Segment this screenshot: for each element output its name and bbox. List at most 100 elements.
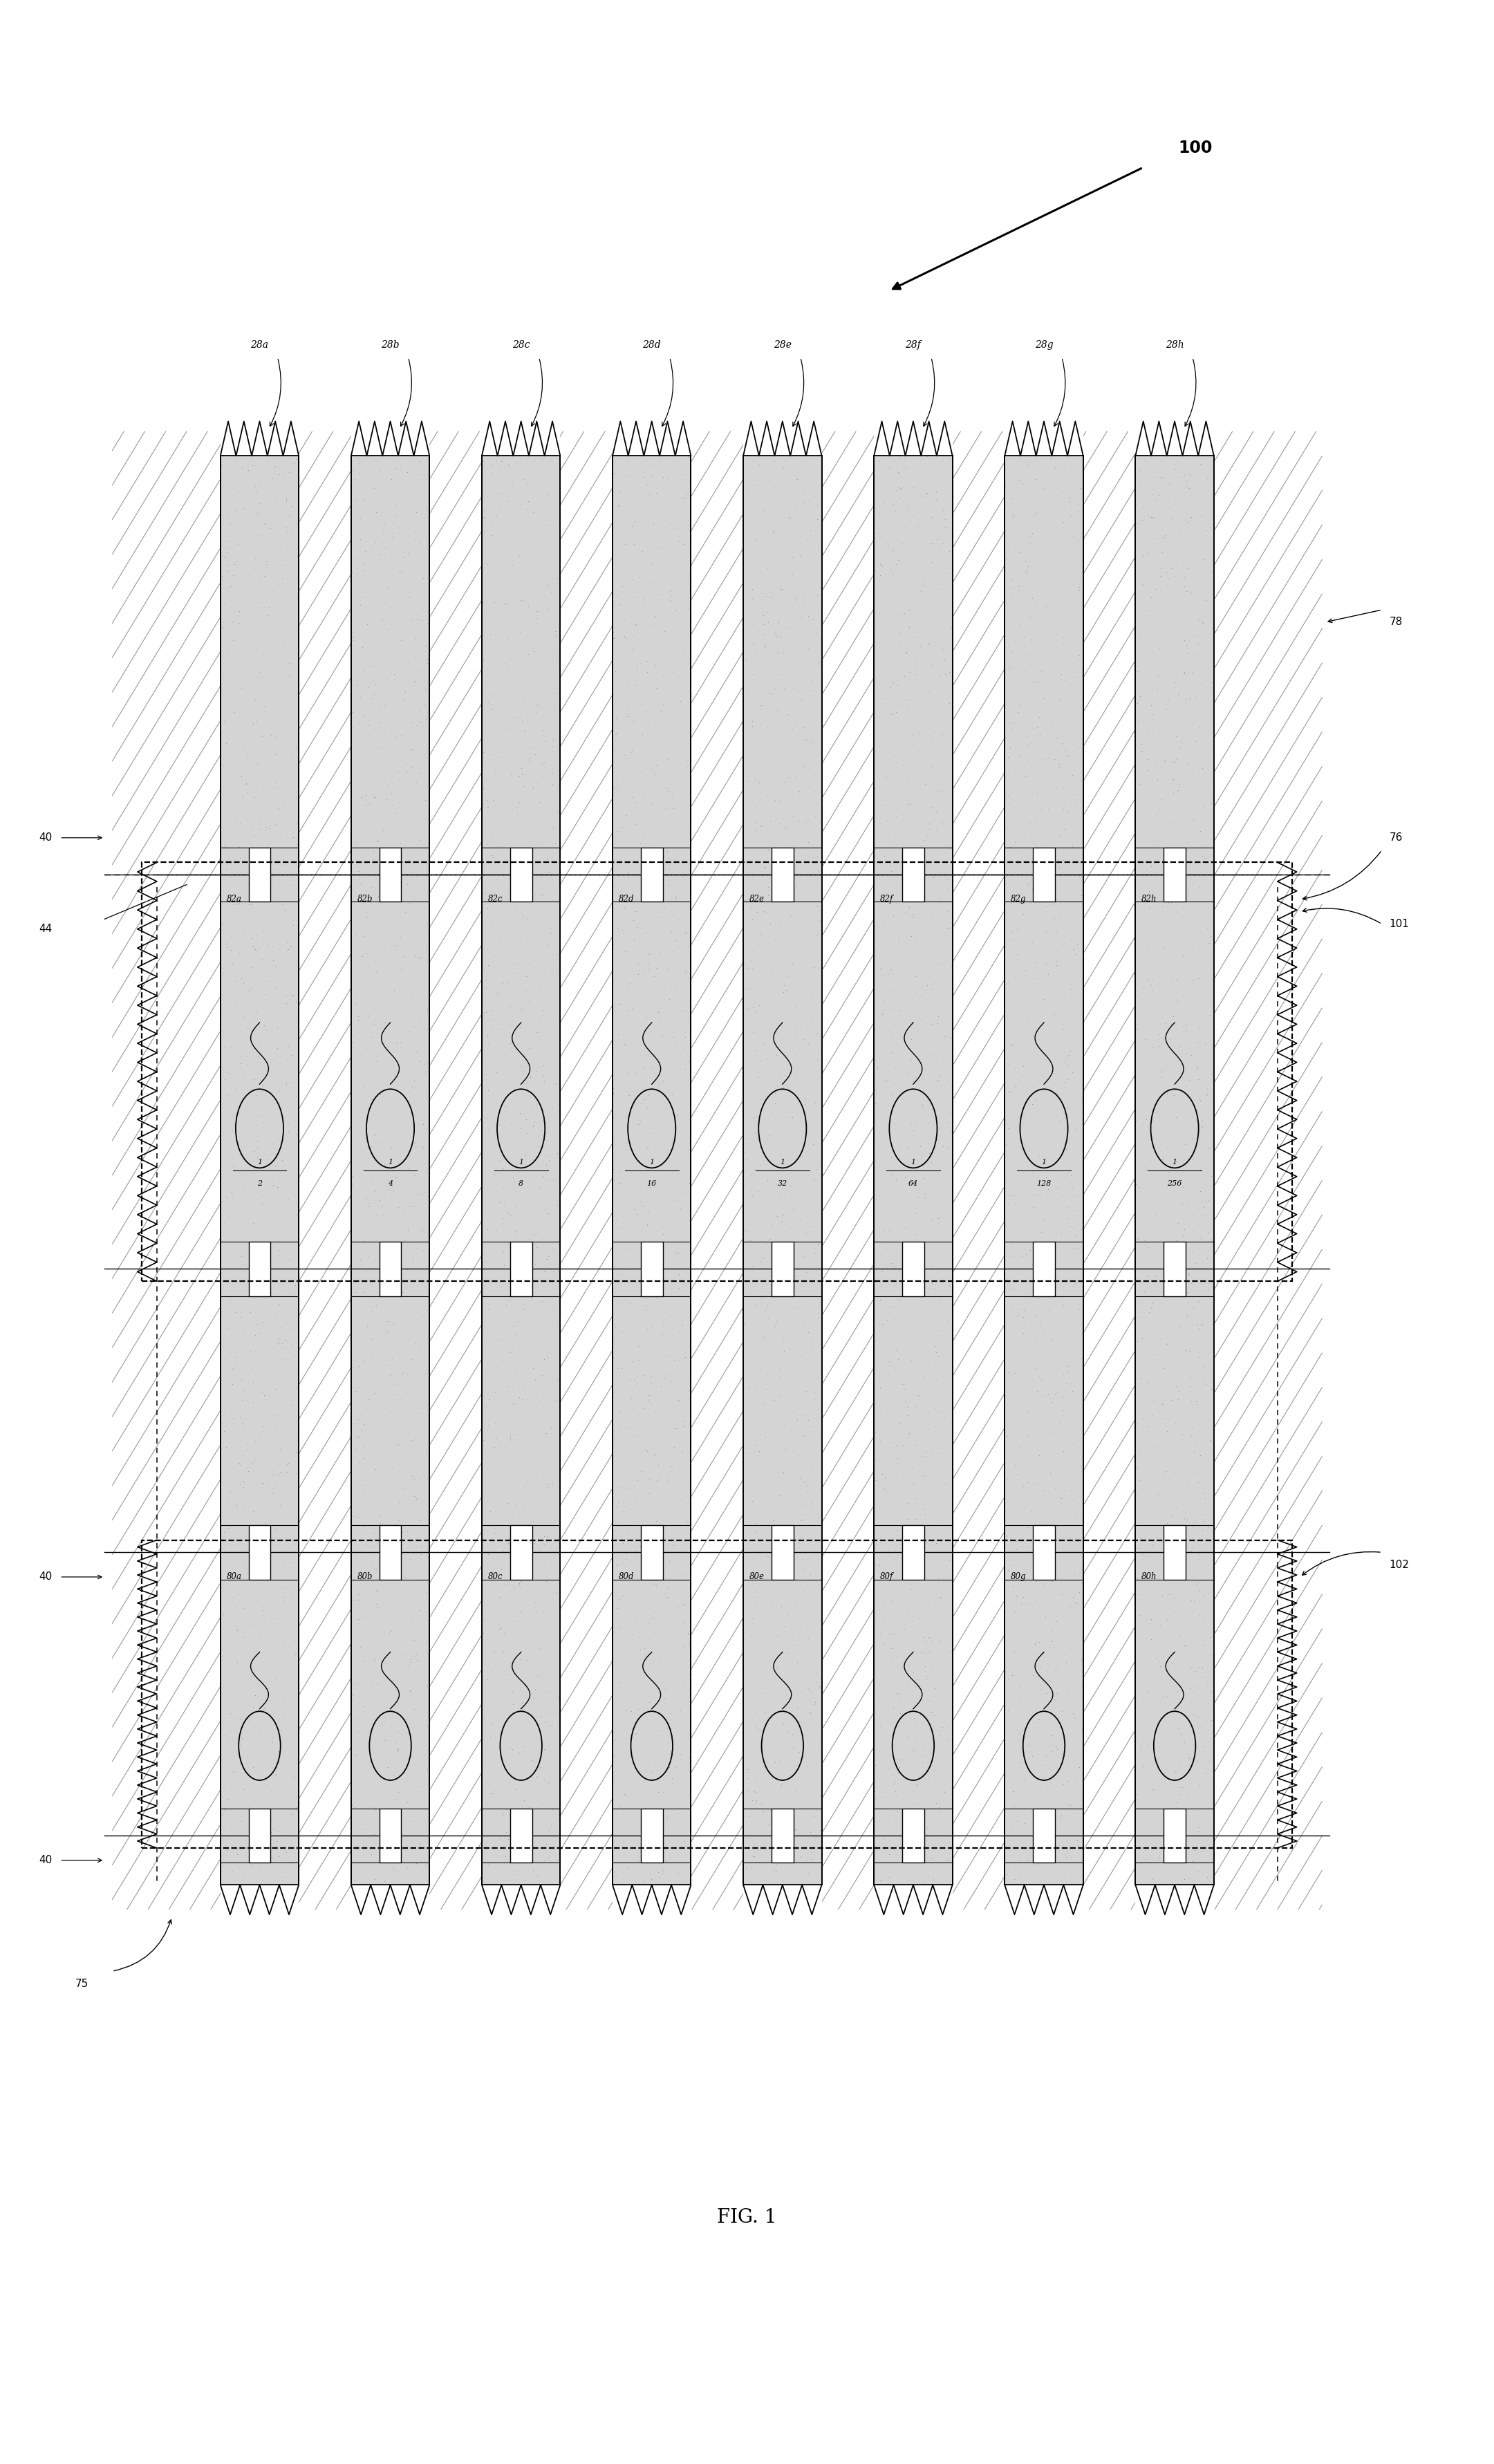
Point xyxy=(490,1510,514,1550)
Point xyxy=(532,1340,556,1380)
Point xyxy=(1177,621,1201,660)
Point xyxy=(1186,1666,1210,1705)
Point xyxy=(922,439,946,478)
Point xyxy=(732,1368,756,1407)
Point xyxy=(768,1791,792,1831)
Point xyxy=(517,749,541,788)
Point xyxy=(792,471,816,510)
Point xyxy=(279,1843,303,1882)
Point xyxy=(910,1363,934,1402)
Point xyxy=(796,1400,820,1439)
Point xyxy=(405,1478,429,1518)
Point xyxy=(408,1003,432,1042)
Point xyxy=(374,838,397,877)
Point xyxy=(496,1848,520,1887)
Point xyxy=(223,1084,247,1124)
Point xyxy=(236,1451,260,1491)
Point xyxy=(257,480,281,520)
Point xyxy=(472,732,496,771)
Point xyxy=(636,1473,660,1513)
Point xyxy=(1162,663,1186,702)
Point xyxy=(620,732,644,771)
Point xyxy=(765,616,789,655)
Point xyxy=(914,1523,938,1562)
Point xyxy=(741,569,765,609)
Point xyxy=(899,1340,923,1380)
Point xyxy=(342,1860,366,1900)
Point xyxy=(654,1604,678,1643)
Point xyxy=(402,1242,426,1281)
Point xyxy=(1192,1501,1216,1540)
Point xyxy=(1195,1400,1219,1439)
Point xyxy=(1198,461,1222,500)
Point xyxy=(1053,660,1077,700)
Point xyxy=(674,991,698,1030)
Point xyxy=(542,690,566,729)
Point xyxy=(257,966,281,1005)
Point xyxy=(1056,1742,1080,1781)
Point xyxy=(611,1158,635,1198)
Point xyxy=(756,707,780,747)
Point xyxy=(636,707,660,747)
Point xyxy=(244,468,267,508)
Point xyxy=(792,1190,816,1230)
Point xyxy=(671,1432,695,1471)
Point xyxy=(864,1281,887,1321)
Point xyxy=(359,1126,382,1165)
Point xyxy=(1155,833,1179,872)
Point xyxy=(759,1141,783,1180)
Point xyxy=(1065,1249,1089,1289)
Point xyxy=(904,973,928,1013)
Point xyxy=(371,1523,394,1562)
Point xyxy=(351,1641,375,1680)
Point xyxy=(406,1767,430,1806)
Point xyxy=(393,673,417,712)
Point xyxy=(1173,867,1197,907)
Point xyxy=(260,1772,284,1811)
Point xyxy=(388,949,412,988)
Point xyxy=(224,1641,248,1680)
Point xyxy=(1062,1424,1086,1464)
Point xyxy=(613,1530,636,1570)
Point xyxy=(765,690,789,729)
Point xyxy=(790,747,814,786)
Point xyxy=(230,1437,254,1476)
Point xyxy=(499,1259,523,1299)
Point xyxy=(1132,1138,1156,1178)
Point xyxy=(1159,1496,1183,1535)
Point xyxy=(1022,1151,1046,1190)
Point xyxy=(765,1274,789,1313)
Point xyxy=(387,1855,411,1895)
Point xyxy=(908,843,932,882)
Point xyxy=(639,1358,663,1397)
Point xyxy=(898,1414,922,1454)
Point xyxy=(257,1565,281,1604)
Point xyxy=(270,1141,294,1180)
Point xyxy=(477,946,500,986)
Point xyxy=(1177,875,1201,914)
Point xyxy=(619,498,642,537)
Point xyxy=(541,1789,565,1828)
Point xyxy=(502,1013,526,1052)
Point xyxy=(864,1545,887,1584)
Point xyxy=(619,1552,642,1592)
Point xyxy=(235,978,258,1018)
Point xyxy=(1192,508,1216,547)
Point xyxy=(650,1427,674,1466)
Point xyxy=(385,845,409,885)
Point xyxy=(1192,1180,1216,1220)
Text: 44: 44 xyxy=(39,924,52,934)
Point xyxy=(931,1126,955,1165)
Point xyxy=(932,1397,956,1437)
Point xyxy=(342,1781,366,1821)
Point xyxy=(374,471,397,510)
Point xyxy=(623,604,647,643)
Point xyxy=(1185,1340,1209,1380)
Point xyxy=(282,1335,306,1375)
Point xyxy=(368,1838,391,1878)
Point xyxy=(212,1789,236,1828)
Point xyxy=(269,1308,293,1348)
Point xyxy=(659,582,683,621)
Point xyxy=(1034,1735,1058,1774)
Point xyxy=(353,1178,376,1217)
